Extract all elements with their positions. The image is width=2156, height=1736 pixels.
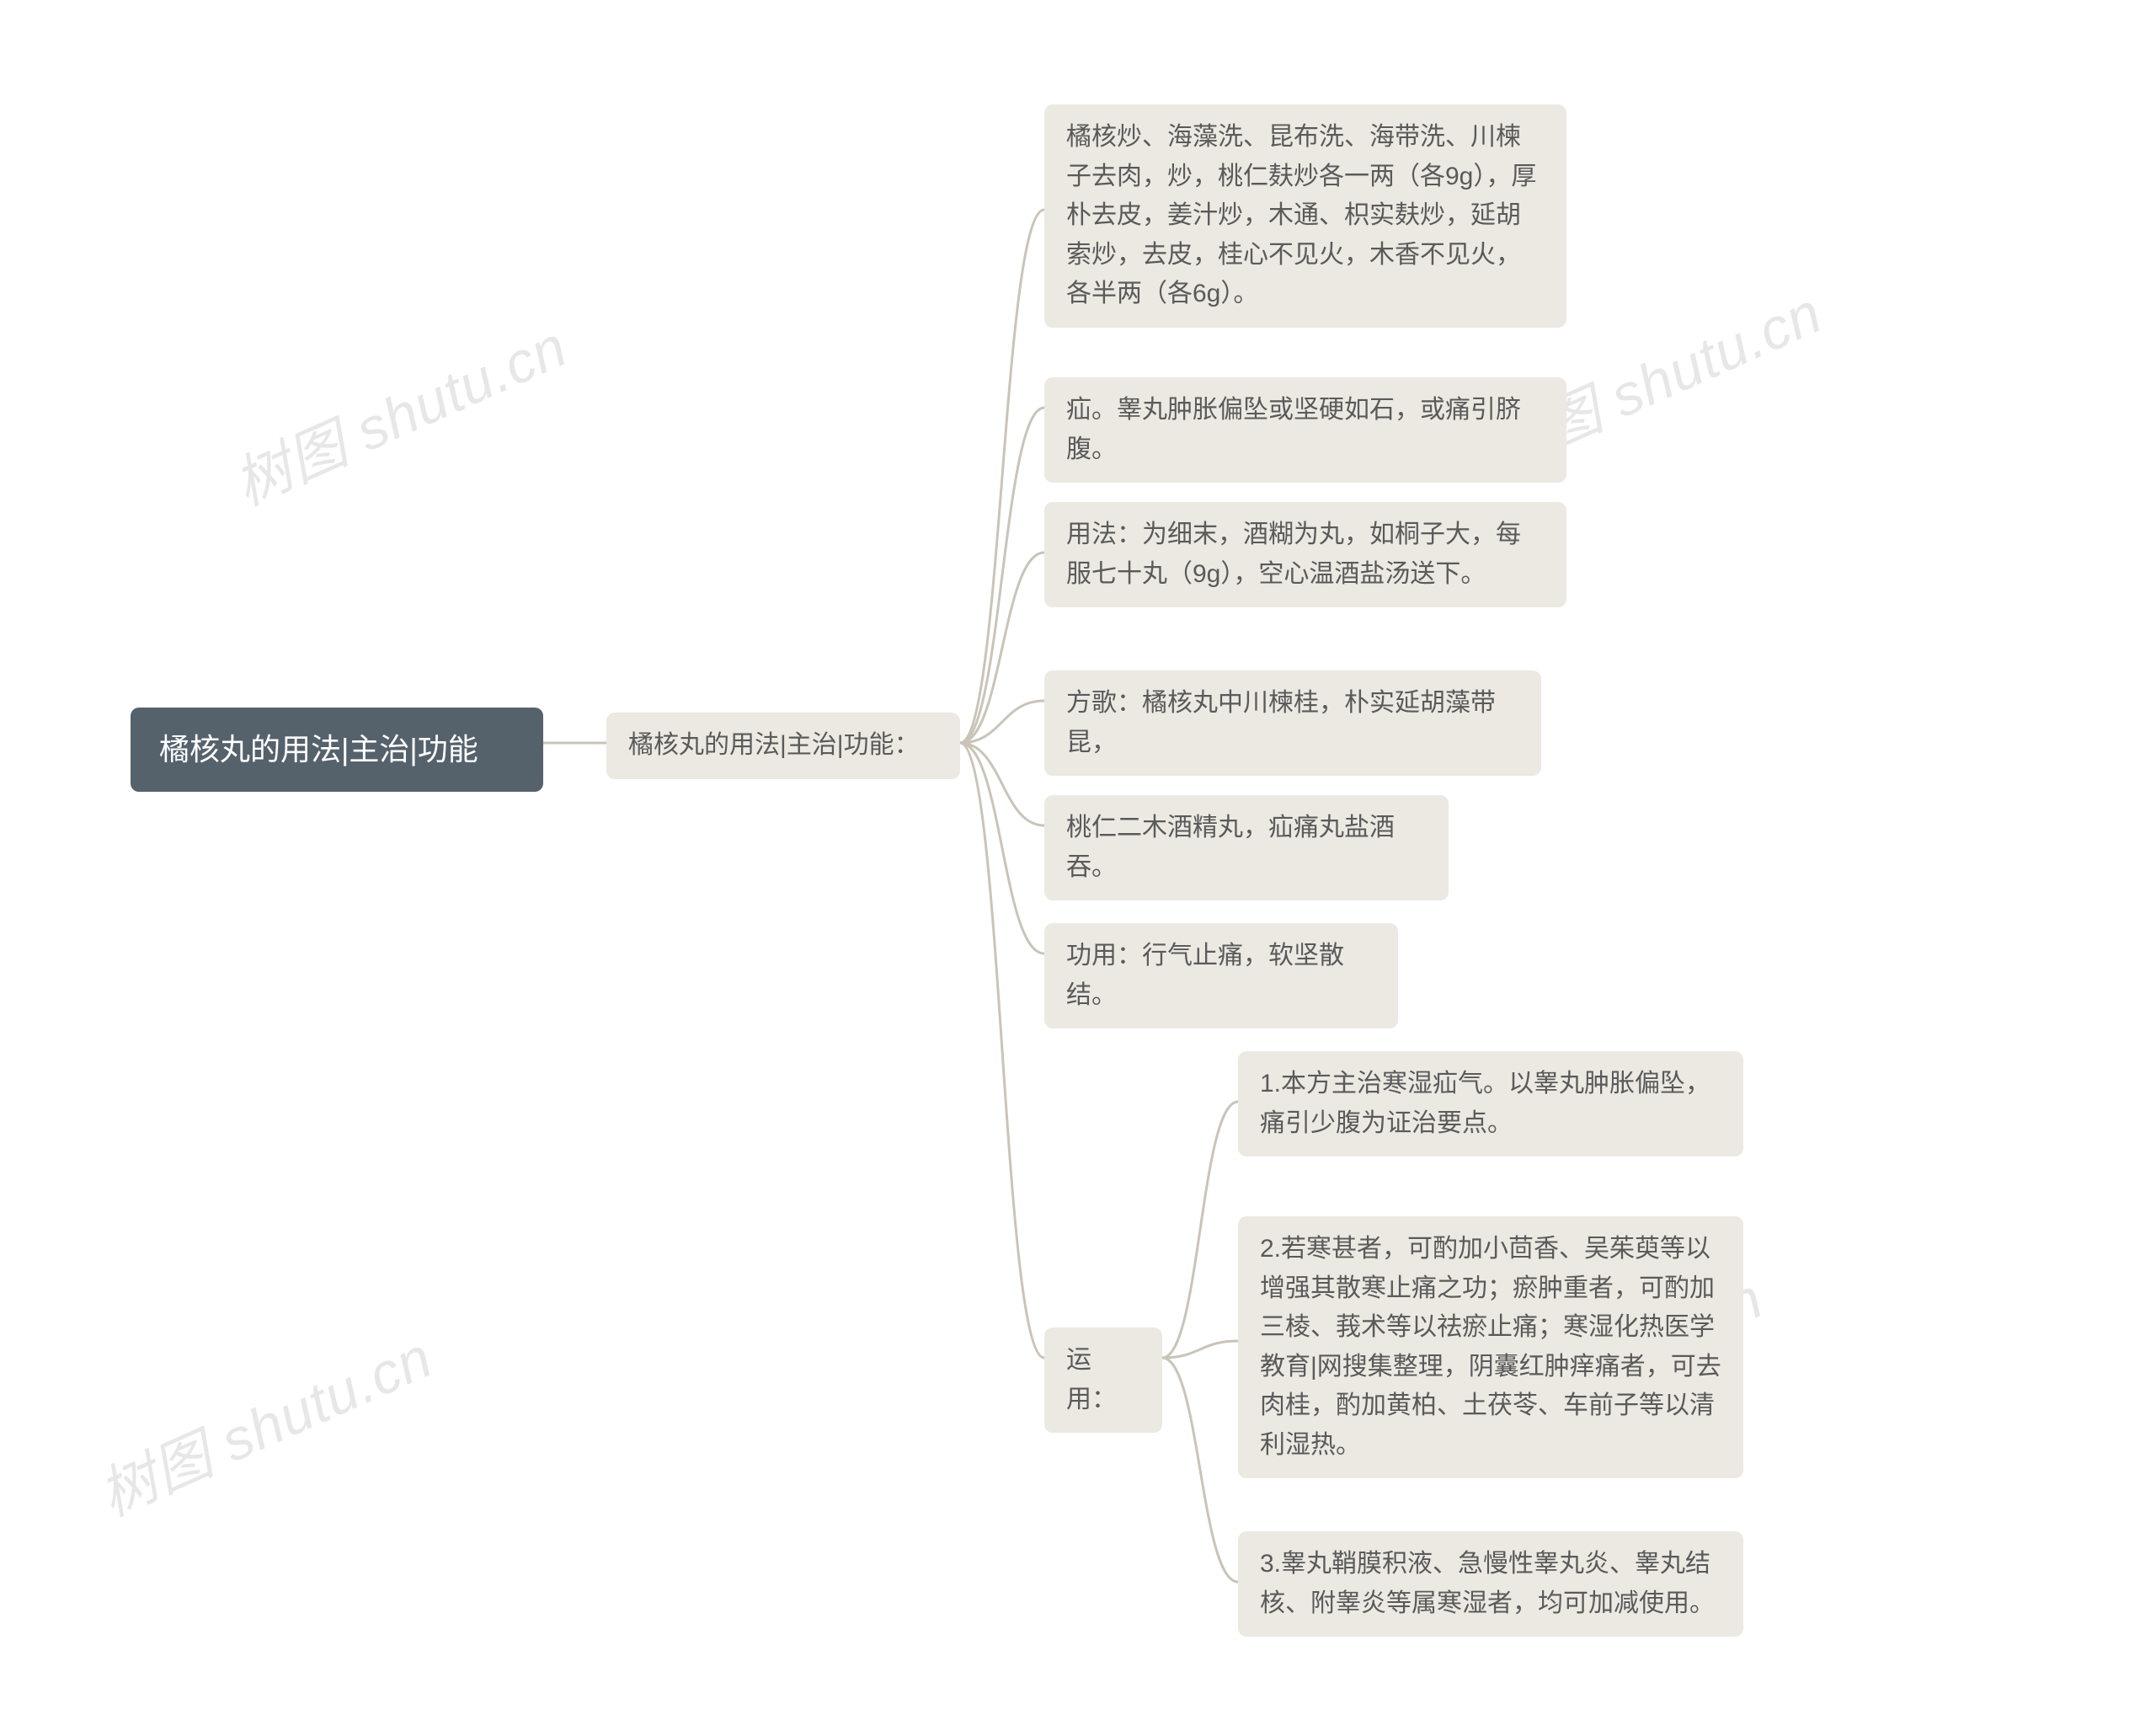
leaf-node-indication[interactable]: 疝。睾丸肿胀偏坠或坚硬如石，或痛引脐腹。 xyxy=(1044,377,1566,483)
watermark: 树图 shutu.cn xyxy=(84,1311,444,1532)
leaf-node-song2[interactable]: 桃仁二木酒精丸，疝痛丸盐酒吞。 xyxy=(1044,795,1449,900)
leaf-node-usage[interactable]: 用法：为细末，酒糊为丸，如桐子大，每服七十丸（9g），空心温酒盐汤送下。 xyxy=(1044,502,1566,607)
mindmap-canvas: 树图 shutu.cn 树图 shutu.cn 树图 shutu.cn 树图 s… xyxy=(0,0,2156,1736)
branch-node-main[interactable]: 橘核丸的用法|主治|功能： xyxy=(606,713,960,779)
leaf-node-song1[interactable]: 方歌：橘核丸中川楝桂，朴实延胡藻带昆， xyxy=(1044,670,1541,776)
leaf-node-apply-3[interactable]: 3.睾丸鞘膜积液、急慢性睾丸炎、睾丸结核、附睾炎等属寒湿者，均可加减使用。 xyxy=(1238,1531,1743,1637)
leaf-node-function[interactable]: 功用：行气止痛，软坚散结。 xyxy=(1044,923,1398,1028)
branch-node-apply[interactable]: 运用： xyxy=(1044,1327,1162,1433)
watermark: 树图 shutu.cn xyxy=(219,301,579,521)
leaf-node-apply-1[interactable]: 1.本方主治寒湿疝气。以睾丸肿胀偏坠，痛引少腹为证治要点。 xyxy=(1238,1051,1743,1156)
leaf-node-ingredients[interactable]: 橘核炒、海藻洗、昆布洗、海带洗、川楝子去肉，炒，桃仁麸炒各一两（各9g），厚朴去… xyxy=(1044,104,1566,328)
root-node[interactable]: 橘核丸的用法|主治|功能 xyxy=(131,708,543,792)
leaf-node-apply-2[interactable]: 2.若寒甚者，可酌加小茴香、吴茱萸等以增强其散寒止痛之功；瘀肿重者，可酌加三棱、… xyxy=(1238,1216,1743,1478)
